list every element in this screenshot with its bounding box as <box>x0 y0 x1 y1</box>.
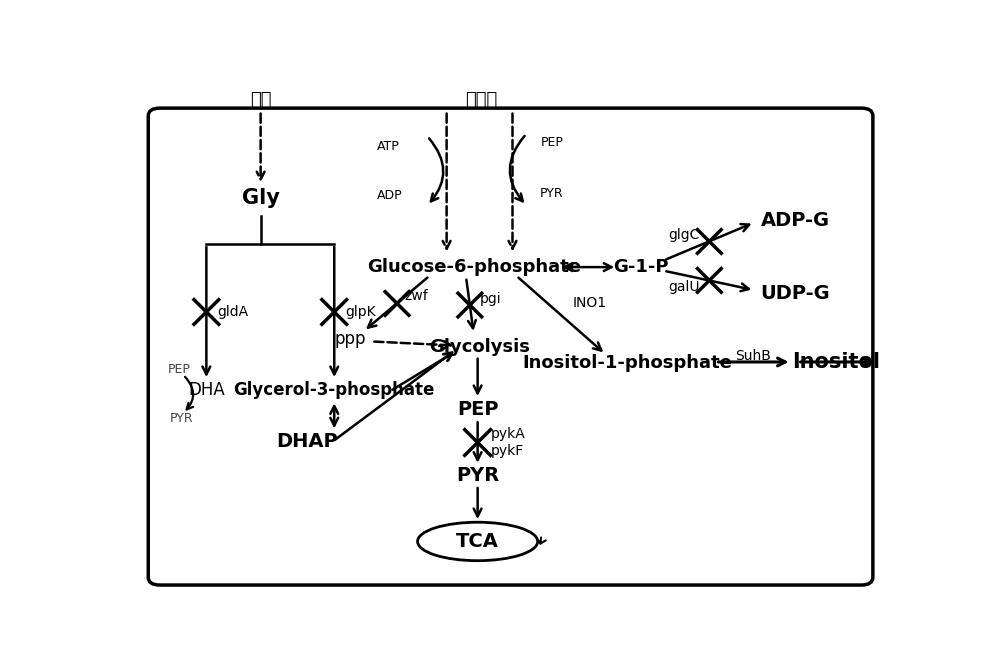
Text: PEP: PEP <box>541 136 564 149</box>
Text: ppp: ppp <box>334 330 366 348</box>
Text: ADP-G: ADP-G <box>761 211 830 230</box>
Text: ATP: ATP <box>377 140 400 153</box>
Text: gldA: gldA <box>217 305 248 319</box>
Text: SuhB: SuhB <box>735 349 771 363</box>
Text: 葡萄糖: 葡萄糖 <box>465 91 498 109</box>
Text: Inositol: Inositol <box>792 352 880 372</box>
FancyBboxPatch shape <box>148 108 873 585</box>
Text: Glucose-6-phosphate: Glucose-6-phosphate <box>367 258 581 276</box>
Text: INO1: INO1 <box>573 296 607 310</box>
Text: glpK: glpK <box>345 305 376 319</box>
Text: pykF: pykF <box>491 444 524 458</box>
Text: ADP: ADP <box>377 188 402 202</box>
Text: glgC: glgC <box>669 228 700 242</box>
FancyArrowPatch shape <box>429 139 443 201</box>
Text: TCA: TCA <box>456 532 499 551</box>
Text: DHA: DHA <box>188 381 225 399</box>
Text: PEP: PEP <box>457 400 498 419</box>
Text: G-1-P: G-1-P <box>613 258 668 276</box>
Text: zwf: zwf <box>404 289 428 303</box>
FancyArrowPatch shape <box>539 537 546 543</box>
Text: PYR: PYR <box>456 466 499 486</box>
Text: UDP-G: UDP-G <box>761 284 830 303</box>
FancyArrowPatch shape <box>185 377 193 410</box>
FancyArrowPatch shape <box>510 136 525 201</box>
Text: pgi: pgi <box>480 292 502 306</box>
Text: Gly: Gly <box>242 188 280 208</box>
Text: galU: galU <box>669 280 700 294</box>
Ellipse shape <box>418 522 538 561</box>
Text: Glycerol-3-phosphate: Glycerol-3-phosphate <box>234 381 435 399</box>
Text: DHAP: DHAP <box>276 432 338 451</box>
Text: 甘油: 甘油 <box>250 91 271 109</box>
Text: PYR: PYR <box>170 412 194 425</box>
Text: pykA: pykA <box>491 427 526 441</box>
Text: PYR: PYR <box>540 187 563 200</box>
Text: Glycolysis: Glycolysis <box>429 338 530 356</box>
Text: PEP: PEP <box>168 363 190 376</box>
Text: Inositol-1-phosphate: Inositol-1-phosphate <box>522 354 732 372</box>
